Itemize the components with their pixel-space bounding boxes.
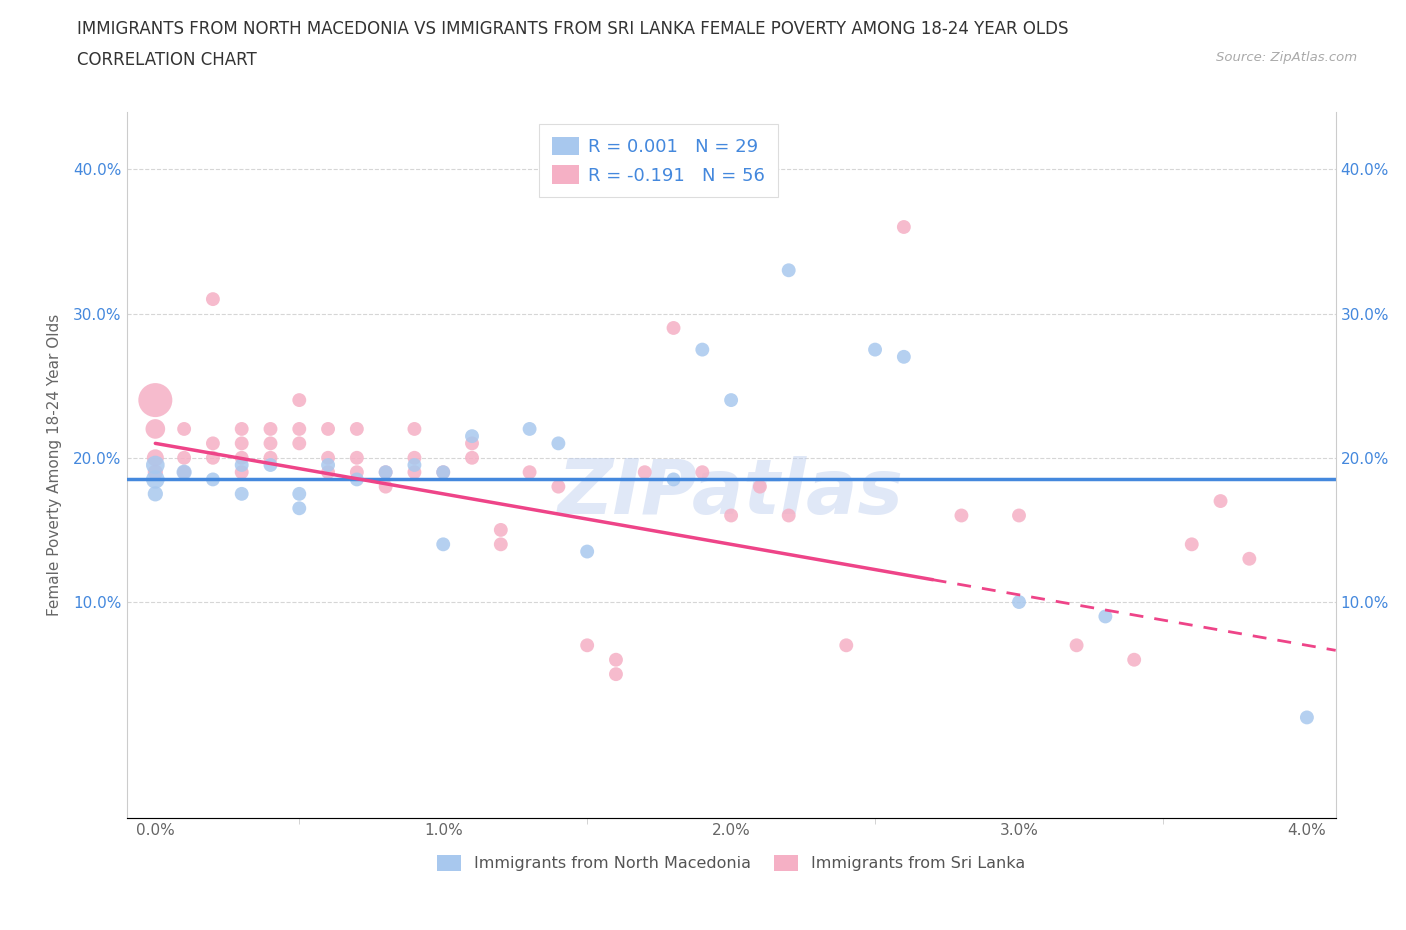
Point: [143, 486, 166, 501]
Point: [173, 465, 195, 480]
Point: [576, 544, 599, 559]
Point: [778, 508, 800, 523]
Point: [288, 486, 311, 501]
Point: [1123, 652, 1146, 667]
Point: [288, 501, 311, 516]
Point: [893, 219, 915, 234]
Point: [748, 479, 770, 494]
Point: [662, 321, 685, 336]
Point: [863, 342, 886, 357]
Point: [288, 421, 311, 436]
Point: [489, 537, 512, 551]
Point: [288, 392, 311, 407]
Point: [662, 472, 685, 487]
Point: [173, 465, 195, 480]
Point: [201, 450, 224, 465]
Point: [316, 465, 339, 480]
Legend: Immigrants from North Macedonia, Immigrants from Sri Lanka: Immigrants from North Macedonia, Immigra…: [430, 848, 1032, 878]
Point: [259, 436, 281, 451]
Point: [576, 638, 599, 653]
Point: [143, 392, 166, 407]
Point: [173, 421, 195, 436]
Point: [374, 479, 396, 494]
Point: [835, 638, 858, 653]
Point: [605, 652, 627, 667]
Point: [231, 458, 253, 472]
Text: IMMIGRANTS FROM NORTH MACEDONIA VS IMMIGRANTS FROM SRI LANKA FEMALE POVERTY AMON: IMMIGRANTS FROM NORTH MACEDONIA VS IMMIG…: [77, 20, 1069, 38]
Point: [231, 450, 253, 465]
Point: [1181, 537, 1204, 551]
Point: [1296, 710, 1319, 724]
Y-axis label: Female Poverty Among 18-24 Year Olds: Female Poverty Among 18-24 Year Olds: [46, 314, 62, 617]
Point: [1066, 638, 1088, 653]
Point: [316, 458, 339, 472]
Point: [1239, 551, 1261, 566]
Point: [634, 465, 657, 480]
Point: [692, 465, 714, 480]
Point: [231, 465, 253, 480]
Point: [201, 436, 224, 451]
Point: [519, 421, 541, 436]
Point: [201, 472, 224, 487]
Point: [346, 465, 368, 480]
Point: [173, 450, 195, 465]
Point: [404, 465, 426, 480]
Point: [547, 479, 569, 494]
Point: [316, 450, 339, 465]
Point: [489, 523, 512, 538]
Point: [1094, 609, 1116, 624]
Point: [461, 429, 484, 444]
Point: [1008, 594, 1031, 609]
Point: [231, 421, 253, 436]
Text: CORRELATION CHART: CORRELATION CHART: [77, 51, 257, 69]
Point: [720, 508, 742, 523]
Point: [374, 465, 396, 480]
Point: [432, 465, 454, 480]
Point: [346, 450, 368, 465]
Point: [259, 421, 281, 436]
Point: [143, 465, 166, 480]
Point: [143, 472, 166, 487]
Point: [143, 450, 166, 465]
Point: [1008, 508, 1031, 523]
Point: [950, 508, 973, 523]
Point: [432, 465, 454, 480]
Point: [143, 458, 166, 472]
Point: [519, 465, 541, 480]
Point: [404, 458, 426, 472]
Point: [231, 486, 253, 501]
Point: [231, 436, 253, 451]
Point: [259, 458, 281, 472]
Point: [461, 436, 484, 451]
Point: [692, 342, 714, 357]
Point: [374, 465, 396, 480]
Text: ZIPatlas: ZIPatlas: [558, 457, 904, 530]
Point: [404, 421, 426, 436]
Point: [288, 436, 311, 451]
Point: [778, 263, 800, 278]
Point: [346, 421, 368, 436]
Point: [893, 350, 915, 365]
Point: [605, 667, 627, 682]
Point: [259, 450, 281, 465]
Text: Source: ZipAtlas.com: Source: ZipAtlas.com: [1216, 51, 1357, 64]
Point: [432, 537, 454, 551]
Point: [316, 421, 339, 436]
Point: [201, 292, 224, 307]
Point: [143, 421, 166, 436]
Point: [1209, 494, 1232, 509]
Point: [547, 436, 569, 451]
Point: [720, 392, 742, 407]
Point: [346, 472, 368, 487]
Point: [461, 450, 484, 465]
Point: [404, 450, 426, 465]
